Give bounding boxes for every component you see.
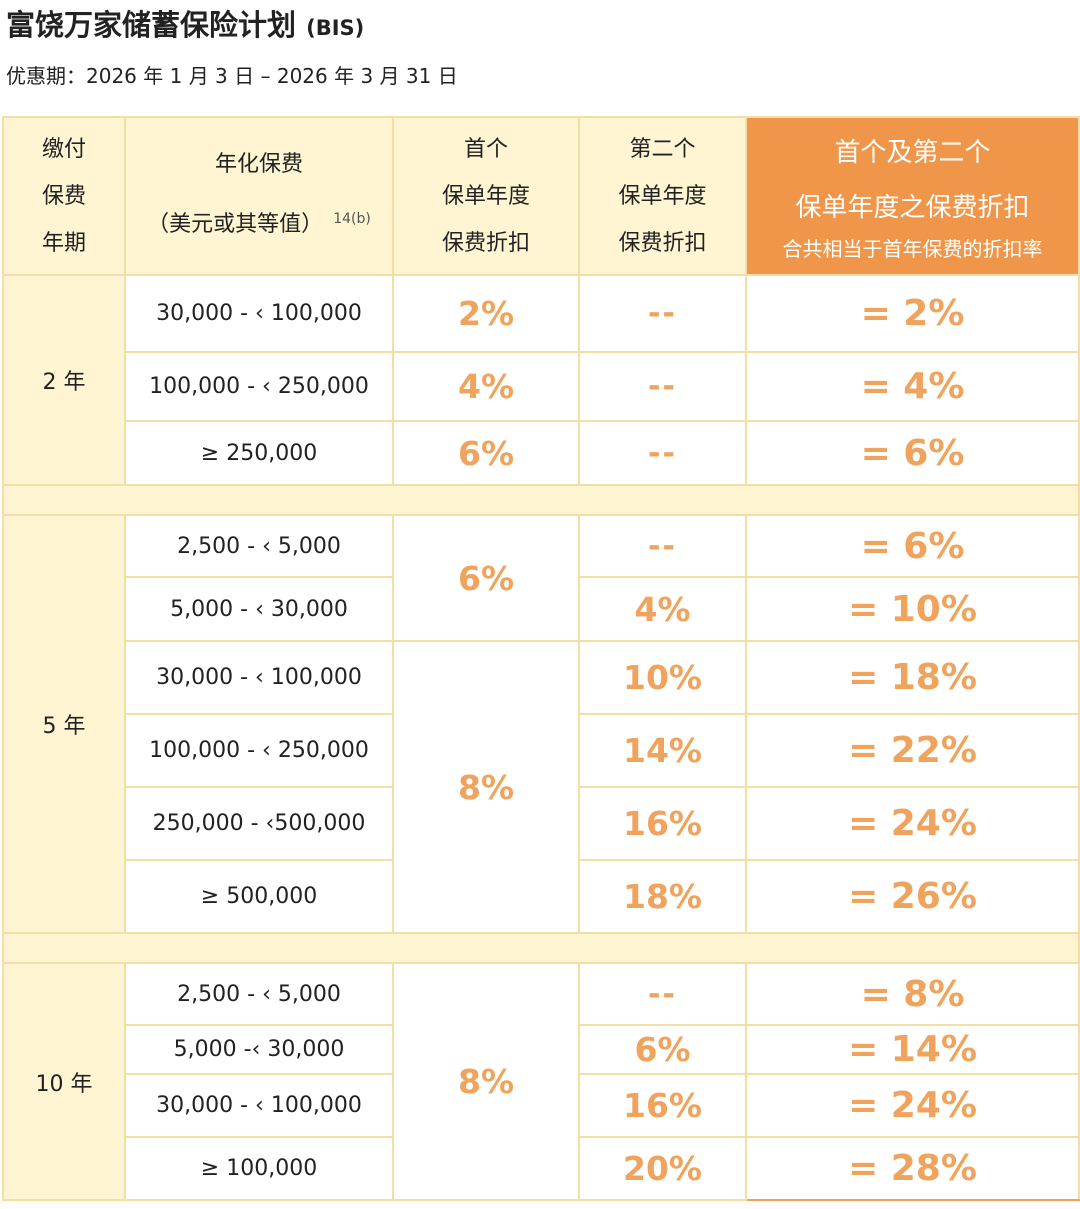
combined-discount: = 18% xyxy=(745,640,1080,715)
second-year-discount: 14% xyxy=(578,713,747,788)
premium-range: ≥ 100,000 xyxy=(124,1136,394,1201)
header-second-year-line3: 保费折扣 xyxy=(618,230,707,256)
combined-discount: = 10% xyxy=(745,576,1080,642)
first-year-discount: 4% xyxy=(392,351,580,422)
premium-range: 30,000 - ‹ 100,000 xyxy=(124,1073,394,1138)
header-payment-term-line2: 保费 xyxy=(41,183,86,209)
header-annual-premium-line2: （美元或其等值） xyxy=(147,212,324,237)
table-row: 100,000 - ‹ 250,000 14% = 22% xyxy=(3,713,1080,788)
header-first-year-line3: 保费折扣 xyxy=(441,230,530,256)
table-row: 5,000 - ‹ 30,000 4% = 10% xyxy=(3,576,1080,642)
first-year-discount: 8% xyxy=(392,962,580,1201)
first-year-discount: 8% xyxy=(392,640,580,934)
header-first-year-discount: 首个 保单年度 保费折扣 xyxy=(392,116,580,276)
discount-table: 缴付 保费 年期 年化保费 （美元或其等值） 14(b) 首个 保单年度 保费折扣… xyxy=(2,116,1080,1201)
second-year-discount: -- xyxy=(578,274,747,353)
second-year-discount: 18% xyxy=(578,859,747,934)
term-cell: 2 年 xyxy=(2,274,126,486)
table-row: 5 年 2,500 - ‹ 5,000 6% -- = 6% xyxy=(2,514,1080,934)
combined-discount: = 22% xyxy=(745,713,1080,788)
header-combined-line1: 首个及第二个 xyxy=(834,138,991,168)
premium-range: ≥ 500,000 xyxy=(124,859,394,934)
table-row: ≥ 100,000 20% = 28% xyxy=(3,1136,1080,1201)
header-annual-premium: 年化保费 （美元或其等值） 14(b) xyxy=(124,116,394,276)
group-separator xyxy=(2,484,1080,516)
header-annual-premium-line1: 年化保费 xyxy=(214,152,303,177)
combined-discount: = 6% xyxy=(745,514,1080,578)
separator-band xyxy=(2,484,1080,516)
combined-discount: = 24% xyxy=(745,1073,1080,1138)
header-payment-term: 缴付 保费 年期 xyxy=(2,116,126,276)
second-year-discount: -- xyxy=(578,351,747,422)
premium-range: 100,000 - ‹ 250,000 xyxy=(124,351,394,422)
second-year-discount: 6% xyxy=(578,1024,747,1075)
table-row: 250,000 - ‹500,000 16% = 24% xyxy=(3,786,1080,861)
second-year-discount: -- xyxy=(578,962,747,1026)
table-row: 5,000 -‹ 30,000 6% = 14% xyxy=(3,1024,1080,1075)
table-row: 30,000 - ‹ 100,000 8% 10% = 18% xyxy=(3,640,1080,934)
header-combined-discount: 首个及第二个 保单年度之保费折扣 合共相当于首年保费的折扣率 xyxy=(745,116,1080,276)
premium-range: 5,000 - ‹ 30,000 xyxy=(124,576,394,642)
header-second-year-line2: 保单年度 xyxy=(618,183,707,209)
header-payment-term-line1: 缴付 xyxy=(41,136,86,162)
header-second-year-line1: 第二个 xyxy=(629,136,696,162)
term-cell: 10 年 xyxy=(2,962,126,1201)
plan-code: (BIS) xyxy=(306,16,365,40)
header-first-year-line1: 首个 xyxy=(463,136,508,162)
second-year-discount: 4% xyxy=(578,576,747,642)
combined-discount: = 8% xyxy=(745,962,1080,1026)
header-first-year-line2: 保单年度 xyxy=(441,183,530,209)
premium-range: 100,000 - ‹ 250,000 xyxy=(124,713,394,788)
combined-discount: = 26% xyxy=(745,859,1080,934)
first-year-discount: 6% xyxy=(392,514,580,642)
table-row: ≥ 500,000 18% = 26% xyxy=(3,859,1080,934)
combined-discount: = 14% xyxy=(745,1024,1080,1075)
second-year-discount: -- xyxy=(578,420,747,486)
combined-discount: = 24% xyxy=(745,786,1080,861)
premium-range: 2,500 - ‹ 5,000 xyxy=(124,962,394,1026)
footnote-ref: 14(b) xyxy=(333,211,371,227)
plan-name: 富饶万家储蓄保险计划 xyxy=(6,8,297,42)
table-row: ≥ 250,000 6% -- = 6% xyxy=(3,420,1080,486)
premium-range: 250,000 - ‹500,000 xyxy=(124,786,394,861)
table-row: 10 年 2,500 - ‹ 5,000 8% -- = 8% xyxy=(2,962,1080,1201)
header-combined-line2: 保单年度之保费折扣 xyxy=(795,193,1030,223)
term-cell: 5 年 xyxy=(2,514,126,934)
offer-period: 优惠期：2026 年 1 月 3 日 – 2026 年 3 月 31 日 xyxy=(6,64,458,88)
header-payment-term-line3: 年期 xyxy=(41,230,86,256)
combined-discount: = 4% xyxy=(745,351,1080,422)
combined-discount: = 6% xyxy=(745,420,1080,486)
header-second-year-discount: 第二个 保单年度 保费折扣 xyxy=(578,116,747,276)
premium-range: ≥ 250,000 xyxy=(124,420,394,486)
second-year-discount: -- xyxy=(578,514,747,578)
table-row: 2 年 30,000 - ‹ 100,000 2% -- = 2% xyxy=(2,274,1080,486)
table-row: 100,000 - ‹ 250,000 4% -- = 4% xyxy=(3,351,1080,422)
combined-discount: = 28% xyxy=(745,1136,1080,1201)
premium-range: 2,500 - ‹ 5,000 xyxy=(124,514,394,578)
second-year-discount: 10% xyxy=(578,640,747,715)
combined-discount: = 2% xyxy=(745,274,1080,353)
header-combined-line3: 合共相当于首年保费的折扣率 xyxy=(782,237,1043,261)
second-year-discount: 16% xyxy=(578,1073,747,1138)
premium-range: 5,000 -‹ 30,000 xyxy=(124,1024,394,1075)
group-separator xyxy=(2,932,1080,964)
header-row: 缴付 保费 年期 年化保费 （美元或其等值） 14(b) 首个 保单年度 保费折扣… xyxy=(2,116,1080,276)
first-year-discount: 6% xyxy=(392,420,580,486)
page-title: 富饶万家储蓄保险计划 (BIS) xyxy=(6,4,364,49)
premium-range: 30,000 - ‹ 100,000 xyxy=(124,274,394,353)
separator-band xyxy=(2,932,1080,964)
second-year-discount: 20% xyxy=(578,1136,747,1201)
second-year-discount: 16% xyxy=(578,786,747,861)
first-year-discount: 2% xyxy=(392,274,580,353)
premium-range: 30,000 - ‹ 100,000 xyxy=(124,640,394,715)
table-row: 30,000 - ‹ 100,000 16% = 24% xyxy=(3,1073,1080,1138)
